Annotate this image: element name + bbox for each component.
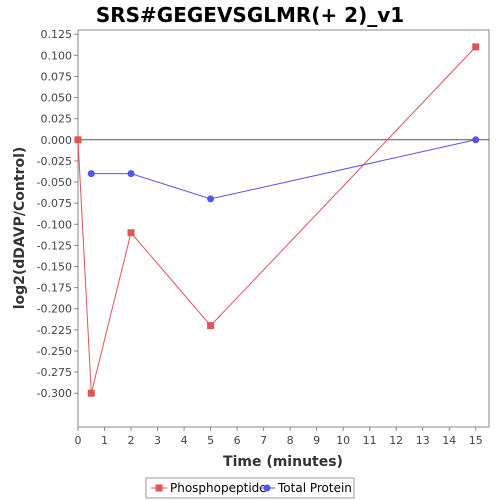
x-tick-label: 8 (287, 434, 294, 447)
data-point (472, 43, 480, 51)
legend-label: Total Protein (277, 481, 352, 495)
x-tick-label: 1 (101, 434, 108, 447)
series-phosphopeptide (74, 43, 480, 397)
legend: Phosphopeptide Total Protein (145, 477, 355, 499)
y-tick-label: -0.275 (37, 366, 72, 379)
y-tick-label: 0.100 (41, 49, 73, 62)
y-tick-label: -0.300 (37, 387, 72, 400)
data-point (207, 322, 215, 330)
y-tick-label: 0.075 (41, 70, 73, 83)
legend-label: Phosphopeptide (170, 481, 267, 495)
y-axis: -0.300 -0.275 -0.250 -0.225 -0.200 -0.175 -0.1… (37, 28, 78, 400)
legend-circle-icon (263, 484, 271, 492)
y-tick-label: -0.025 (37, 155, 72, 168)
legend-square-icon (155, 484, 163, 492)
y-tick-label: -0.150 (37, 261, 72, 274)
x-tick-label: 7 (260, 434, 267, 447)
series-line (91, 139, 476, 200)
x-tick-label: 0 (75, 434, 82, 447)
data-point (74, 136, 82, 144)
legend-box (145, 477, 355, 499)
legend-item: Phosphopeptide (151, 481, 267, 495)
y-tick-label: 0.125 (41, 28, 73, 41)
x-tick-label: 5 (207, 434, 214, 447)
x-tick-label: 15 (469, 434, 483, 447)
x-tick-label: 2 (128, 434, 135, 447)
data-point (87, 170, 95, 178)
data-point (127, 170, 135, 178)
x-tick-label: 9 (313, 434, 320, 447)
x-tick-label: 13 (416, 434, 430, 447)
y-tick-label: -0.200 (37, 303, 72, 316)
y-tick-label: -0.075 (37, 197, 72, 210)
x-tick-label: 12 (389, 434, 403, 447)
x-tick-label: 3 (154, 434, 161, 447)
series-layer (74, 43, 480, 397)
y-tick-label: -0.050 (37, 176, 72, 189)
x-axis: 0 1 2 3 4 5 6 7 8 9 10 11 12 13 14 15 (75, 427, 483, 447)
y-tick-label: -0.250 (37, 345, 72, 358)
x-tick-label: 14 (442, 434, 456, 447)
data-point (207, 195, 215, 203)
data-point (472, 136, 480, 144)
plot-area (77, 29, 490, 428)
y-tick-label: 0.050 (41, 92, 73, 105)
data-point (127, 229, 135, 237)
chart-title: SRS#GEGEVSGLMR(+ 2)_v1 (96, 3, 404, 27)
y-tick-label: -0.125 (37, 239, 72, 252)
y-tick-label: 0.000 (41, 134, 73, 147)
data-point (87, 389, 95, 397)
y-tick-label: -0.100 (37, 218, 72, 231)
y-axis-label: log2(dDAVP/Control) (12, 147, 28, 310)
x-tick-label: 4 (181, 434, 188, 447)
legend-item: Total Protein (259, 481, 352, 495)
y-tick-label: -0.175 (37, 282, 72, 295)
series-total-protein (87, 136, 480, 203)
y-tick-label: -0.225 (37, 324, 72, 337)
x-axis-label: Time (minutes) (223, 454, 343, 470)
x-tick-label: 6 (234, 434, 241, 447)
x-tick-label: 11 (363, 434, 377, 447)
x-tick-label: 10 (336, 434, 350, 447)
y-tick-label: 0.025 (41, 113, 73, 126)
